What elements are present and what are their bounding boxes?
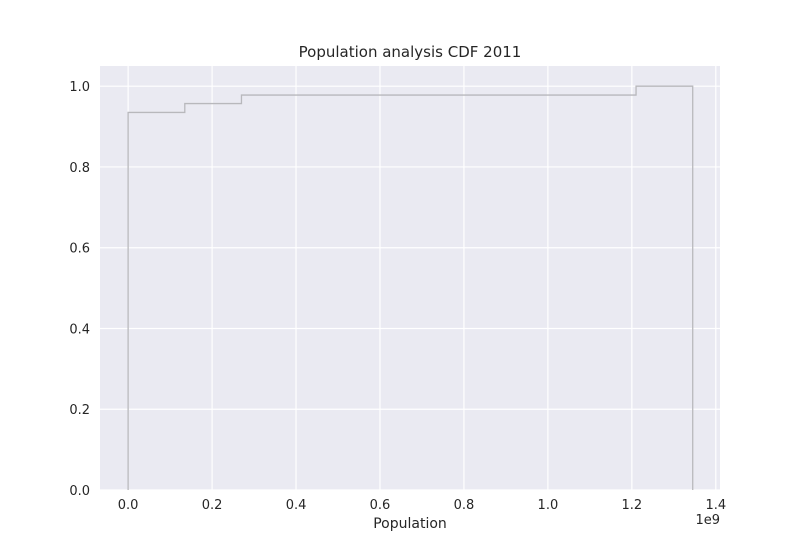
x-axis-label: Population [373, 516, 447, 532]
x-tick-label: 0.4 [286, 498, 307, 513]
x-tick-label: 0.8 [454, 498, 475, 513]
y-tick-label: 0.0 [69, 484, 90, 499]
x-tick-label: 1.0 [538, 498, 559, 513]
plot-area [100, 66, 720, 490]
x-tick-label: 0.2 [202, 498, 223, 513]
x-axis-ticks: 0.0 0.2 0.4 0.6 0.8 1.0 1.2 1.4 [118, 498, 726, 513]
y-tick-label: 0.4 [69, 322, 90, 337]
series-layer [127, 85, 694, 490]
x-tick-label: 1.4 [705, 498, 726, 513]
cdf-step-line [127, 85, 694, 490]
y-tick-label: 0.6 [69, 242, 90, 257]
y-tick-label: 0.2 [69, 403, 90, 418]
grid-lines [100, 66, 720, 491]
y-tick-label: 1.0 [69, 80, 90, 95]
y-tick-label: 0.8 [69, 161, 90, 176]
x-tick-label: 1.2 [622, 498, 643, 513]
x-tick-label: 0.6 [370, 498, 391, 513]
y-axis-ticks: 0.0 0.2 0.4 0.6 0.8 1.0 [69, 80, 90, 499]
x-axis-offset-label: 1e9 [695, 513, 720, 528]
x-tick-label: 0.0 [118, 498, 139, 513]
chart-title: Population analysis CDF 2011 [299, 43, 522, 61]
